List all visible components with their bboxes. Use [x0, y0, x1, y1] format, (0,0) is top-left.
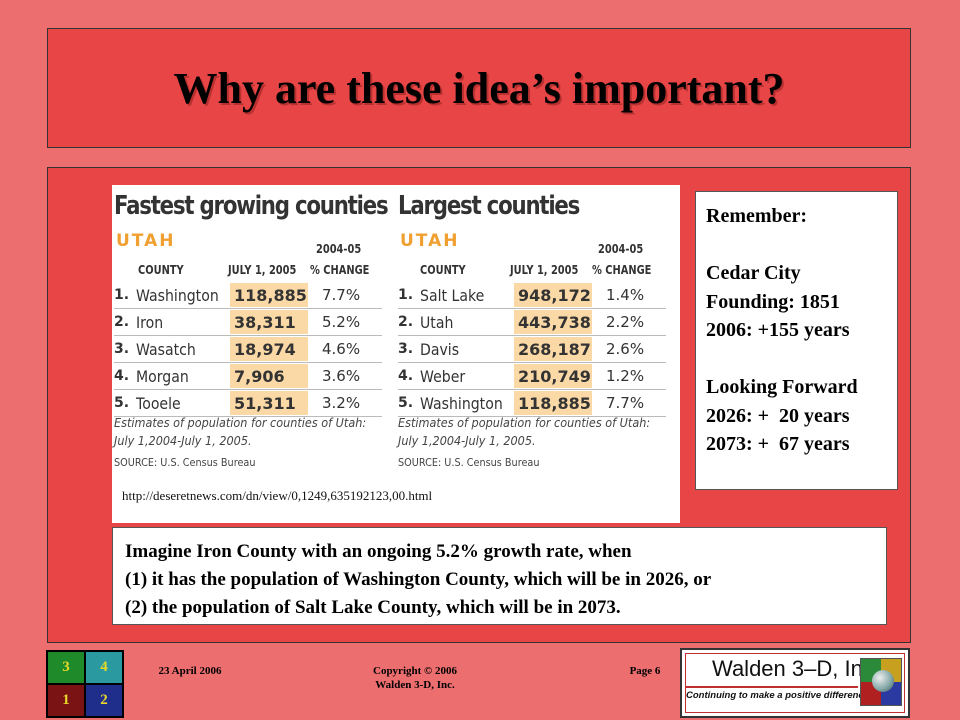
remember-box: Remember: Cedar City Founding: 1851 2006… [695, 191, 898, 490]
remember-line: Cedar City [706, 262, 801, 284]
table-title: Fastest growing counties [114, 191, 389, 221]
grid-cell: 4 [85, 651, 123, 684]
footer-page: Page 6 [629, 665, 661, 677]
table-row: 4. Weber 210,749 1.2% [398, 363, 666, 390]
walden-logo: Walden 3–D, Inc. Continuing to make a po… [680, 648, 910, 718]
table-row: 3. Davis 268,187 2.6% [398, 336, 666, 363]
grid-cell: 1 [47, 684, 85, 717]
news-clipping: Fastest growing counties UTAH COUNTY JUL… [112, 185, 680, 523]
imagine-line: (2) the population of Salt Lake County, … [125, 597, 621, 618]
table-row: 3. Wasatch 18,974 4.6% [114, 336, 382, 363]
table-row: 4. Morgan 7,906 3.6% [114, 363, 382, 390]
col-change: % CHANGE [592, 263, 652, 277]
logo-name: Walden 3–D, Inc. [712, 656, 880, 681]
footer-date: 23 April 2006 [158, 665, 222, 677]
nav-grid-logo: 3 4 1 2 [46, 650, 124, 718]
remember-heading: Remember: [706, 205, 808, 227]
table-row: 5. Washington 118,885 7.7% [398, 390, 666, 417]
remember-line: 2006: +155 years [706, 319, 850, 341]
col-county: COUNTY [420, 263, 466, 277]
col-change-years: 2004-05 [316, 242, 362, 256]
remember-line: 2026: + 20 years [706, 404, 850, 427]
table-source: SOURCE: U.S. Census Bureau [398, 456, 540, 469]
table-title: Largest counties [398, 191, 580, 221]
table-state: UTAH [116, 231, 176, 251]
remember-line: 2073: + 67 years [706, 433, 850, 455]
table-row: 5. Tooele 51,311 3.2% [114, 390, 382, 417]
col-change: % CHANGE [310, 263, 370, 277]
table-note: Estimates of population for counties of … [398, 415, 651, 448]
grid-cell: 3 [47, 651, 85, 684]
imagine-line: Imagine Iron County with an ongoing 5.2%… [125, 541, 632, 562]
col-change-years: 2004-05 [598, 242, 644, 256]
col-date: JULY 1, 2005 [510, 263, 579, 277]
logo-tagline: Continuing to make a positive difference… [686, 690, 873, 701]
table-source: SOURCE: U.S. Census Bureau [114, 456, 256, 469]
slide-title: Why are these idea’s important? [173, 63, 785, 113]
col-county: COUNTY [138, 263, 184, 277]
table-row: 1. Washington 118,885 7.7% [114, 282, 382, 309]
imagine-line: (1) it has the population of Washington … [125, 569, 712, 590]
source-url: http://deseretnews.com/dn/view/0,1249,63… [122, 488, 433, 503]
table-row: 2. Iron 38,311 5.2% [114, 309, 382, 336]
title-box: Why are these idea’s important? [47, 28, 911, 148]
table-row: 2. Utah 443,738 2.2% [398, 309, 666, 336]
col-date: JULY 1, 2005 [228, 263, 297, 277]
remember-line: Looking Forward [706, 376, 858, 398]
table-rows: 1. Washington 118,885 7.7% 2. Iron 38,311 5.2%… [114, 282, 382, 417]
remember-line: Founding: 1851 [706, 290, 840, 313]
table-note: Estimates of population for counties of … [114, 415, 367, 448]
table-rows: 1. Salt Lake 948,172 1.4% 2. Utah 443,738 2.2%… [398, 282, 666, 417]
grid-cell: 2 [85, 684, 123, 717]
table-state: UTAH [400, 231, 460, 251]
table-row: 1. Salt Lake 948,172 1.4% [398, 282, 666, 309]
imagine-box: Imagine Iron County with an ongoing 5.2%… [112, 527, 887, 625]
footer-copyright: Copyright © 2006 Walden 3-D, Inc. [373, 665, 457, 691]
globe-icon [872, 670, 894, 692]
